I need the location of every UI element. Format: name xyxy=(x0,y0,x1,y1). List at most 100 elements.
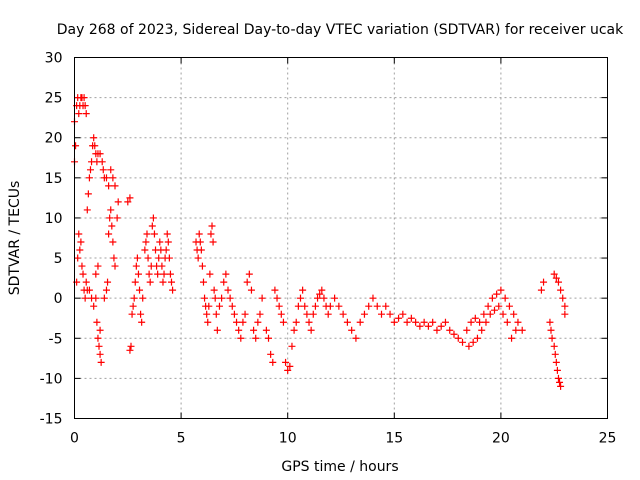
y-tick-labels: -15 -10 -5 0 5 10 15 20 25 30 xyxy=(40,51,63,428)
data-point xyxy=(80,94,88,102)
data-point xyxy=(105,230,113,238)
data-point xyxy=(390,318,398,326)
data-point xyxy=(82,110,90,118)
data-point xyxy=(95,342,103,350)
data-point xyxy=(326,302,334,310)
data-point xyxy=(294,302,302,310)
data-point xyxy=(258,294,266,302)
data-point xyxy=(75,230,83,238)
data-point xyxy=(254,318,262,326)
data-point xyxy=(320,294,328,302)
data-point xyxy=(136,286,144,294)
data-point xyxy=(239,318,247,326)
data-point xyxy=(127,342,135,350)
data-point xyxy=(556,378,564,386)
data-point xyxy=(109,174,117,182)
data-point xyxy=(168,278,176,286)
data-point xyxy=(279,318,287,326)
data-point xyxy=(139,294,147,302)
data-point xyxy=(245,270,253,278)
x-tick-label: 0 xyxy=(70,431,79,447)
data-point xyxy=(512,326,520,334)
data-point xyxy=(335,302,343,310)
data-point xyxy=(237,334,245,342)
data-point xyxy=(203,310,211,318)
data-point xyxy=(235,326,243,334)
data-point xyxy=(130,294,138,302)
data-point xyxy=(160,270,168,278)
chart-title: Day 268 of 2023, Sidereal Day-to-day VTE… xyxy=(57,22,624,38)
data-point xyxy=(134,270,142,278)
data-point xyxy=(78,262,86,270)
data-point xyxy=(195,230,203,238)
data-point xyxy=(155,254,163,262)
data-point xyxy=(241,310,249,318)
data-point xyxy=(480,310,488,318)
data-point xyxy=(311,302,319,310)
data-point xyxy=(265,334,273,342)
data-point xyxy=(142,238,150,246)
data-point xyxy=(158,262,166,270)
data-point xyxy=(550,270,558,278)
data-point xyxy=(90,134,98,142)
data-point xyxy=(450,330,458,338)
data-point xyxy=(199,278,207,286)
data-point xyxy=(429,318,437,326)
data-point xyxy=(369,294,377,302)
data-point xyxy=(143,230,151,238)
data-point xyxy=(196,238,204,246)
data-point xyxy=(548,334,556,342)
data-point xyxy=(286,362,294,370)
data-point xyxy=(493,290,501,298)
data-point xyxy=(499,310,507,318)
data-point xyxy=(224,286,232,294)
data-point xyxy=(510,310,518,318)
data-point xyxy=(108,222,116,230)
data-point xyxy=(132,262,140,270)
data-point xyxy=(247,286,255,294)
data-point xyxy=(220,278,228,286)
data-point xyxy=(273,294,281,302)
data-point xyxy=(92,270,100,278)
data-point xyxy=(478,326,486,334)
data-point xyxy=(559,294,567,302)
data-point xyxy=(162,246,170,254)
data-point xyxy=(204,318,212,326)
data-point xyxy=(459,338,467,346)
data-point xyxy=(165,254,173,262)
x-tick-labels: 0 5 10 15 20 25 xyxy=(70,431,616,447)
data-point xyxy=(561,310,569,318)
data-point xyxy=(316,290,324,298)
data-point xyxy=(102,174,110,182)
data-point xyxy=(482,318,490,326)
data-point xyxy=(324,310,332,318)
data-point xyxy=(133,254,141,262)
data-point xyxy=(491,306,499,314)
data-point xyxy=(194,254,202,262)
data-point xyxy=(154,270,162,278)
data-point xyxy=(554,374,562,382)
y-axis-label: SDTVAR / TECUs xyxy=(7,181,23,296)
data-point xyxy=(284,366,292,374)
data-point xyxy=(109,238,117,246)
y-tick-label: 30 xyxy=(45,51,63,67)
x-tick-label: 15 xyxy=(385,431,403,447)
data-point xyxy=(98,158,106,166)
data-point xyxy=(207,230,215,238)
y-tick-label: -5 xyxy=(49,331,63,347)
data-point xyxy=(331,294,339,302)
data-point xyxy=(505,302,513,310)
data-point xyxy=(144,254,152,262)
data-point xyxy=(557,382,565,390)
data-point xyxy=(90,302,98,310)
data-point xyxy=(86,166,94,174)
y-tick-label: -15 xyxy=(40,412,63,428)
x-tick-label: 20 xyxy=(492,431,510,447)
data-point xyxy=(107,166,115,174)
data-point xyxy=(540,278,548,286)
data-point xyxy=(137,310,145,318)
data-point xyxy=(424,322,432,330)
data-point xyxy=(75,110,83,118)
plot-frame xyxy=(74,57,608,419)
data-point xyxy=(233,318,241,326)
